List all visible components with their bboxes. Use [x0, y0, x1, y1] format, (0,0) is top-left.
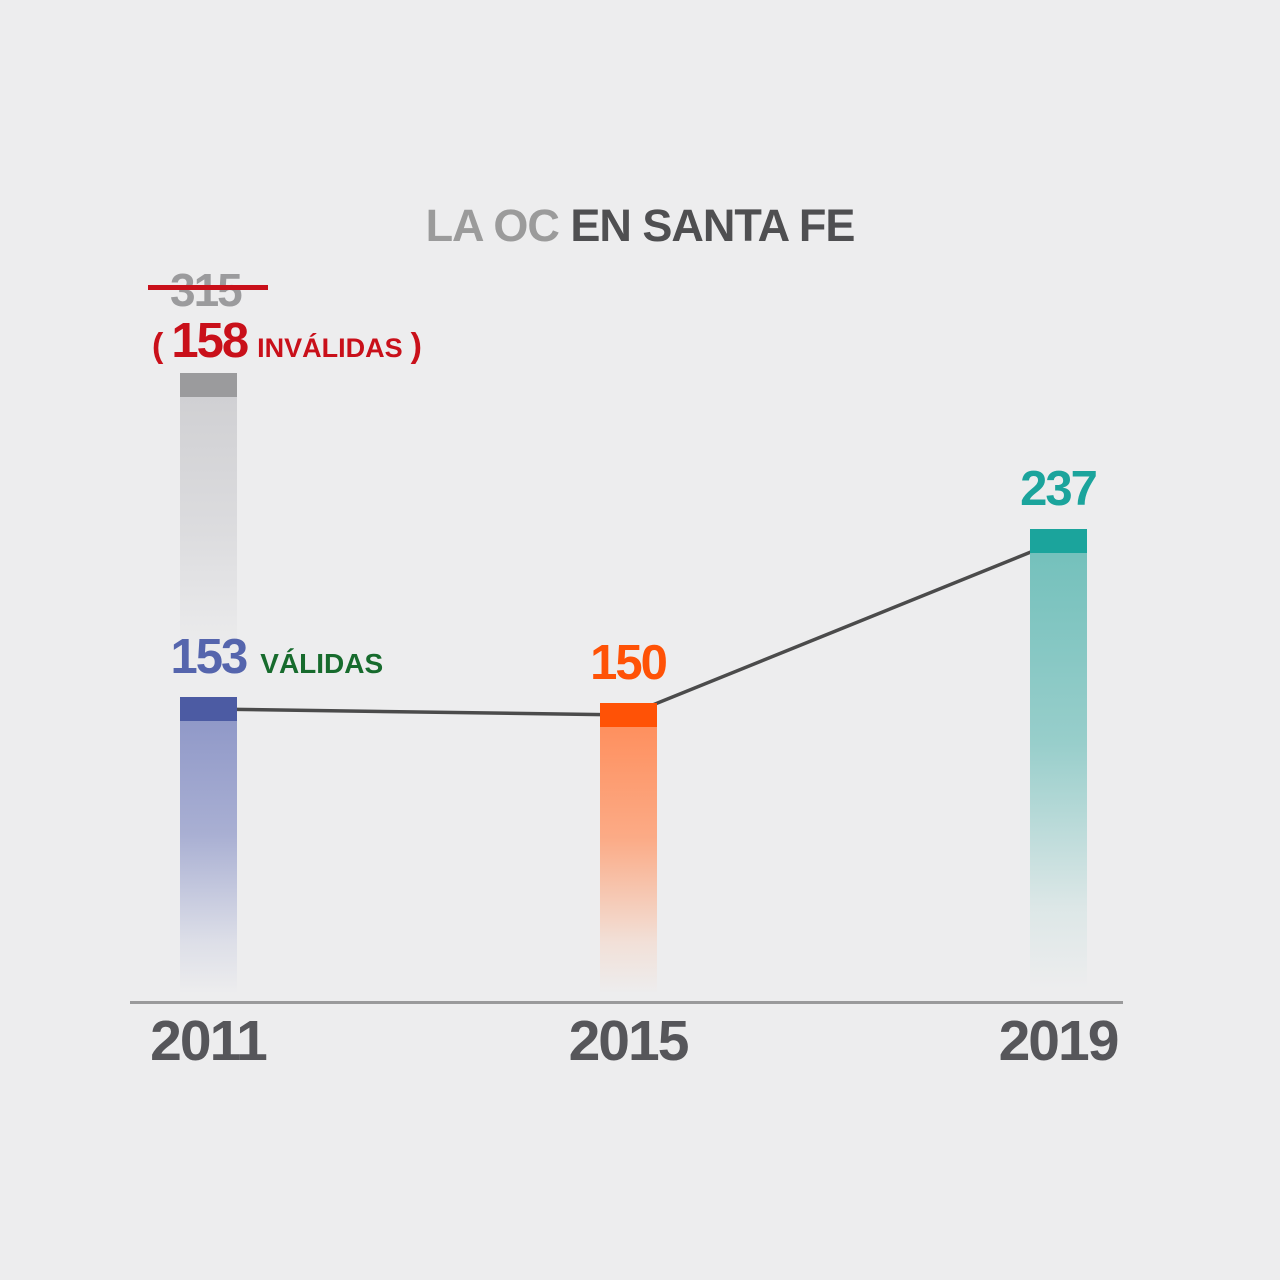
value-2015: 150	[590, 636, 668, 690]
invalid-close-paren: )	[410, 327, 422, 365]
total-2011-value: 315	[170, 264, 243, 316]
chart-title: LA OC EN SANTA FE	[0, 200, 1280, 252]
bar-2019	[1029, 529, 1087, 1003]
x-tick-2015: 2015	[568, 1009, 690, 1073]
bar-2011-validas	[179, 697, 237, 1003]
invalid-2011-label: ( 158 INVÁLIDAS )	[152, 313, 422, 369]
value-2019: 237	[1020, 462, 1098, 516]
strikethrough-line	[148, 285, 268, 290]
value-label-2011: 153 VÁLIDAS	[171, 629, 384, 685]
value-2011: 153	[170, 630, 249, 684]
valid-2011-word: VÁLIDAS	[260, 648, 384, 679]
bar-2015	[599, 703, 657, 1003]
total-2011-struck-label: 315	[148, 263, 268, 317]
chart-title-dark-part: EN SANTA FE	[570, 200, 855, 251]
invalid-2011-value: 158	[171, 314, 249, 368]
x-tick-2019: 2019	[998, 1009, 1120, 1073]
chart-title-light-part: LA OC	[425, 200, 560, 251]
invalid-2011-word: INVÁLIDAS	[257, 333, 403, 363]
x-axis-line	[130, 1001, 1123, 1004]
value-label-2015: 150	[590, 635, 668, 691]
bar-2011-total-ghost	[179, 373, 237, 658]
value-label-2019: 237	[1020, 461, 1098, 517]
x-tick-2011: 2011	[150, 1009, 268, 1073]
invalid-open-paren: (	[152, 327, 164, 365]
